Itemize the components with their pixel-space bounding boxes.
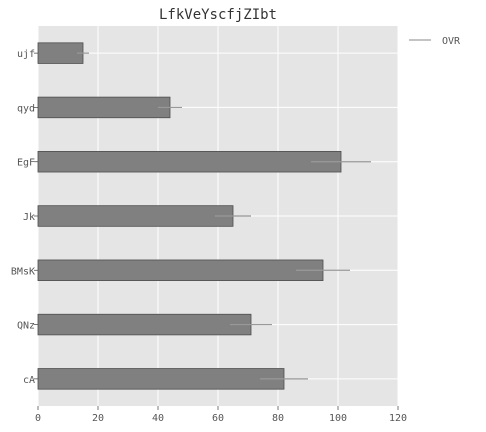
y-tick-label: ujf (17, 49, 35, 60)
y-tick-label: qyd (17, 103, 35, 114)
x-tick-label: 0 (35, 413, 41, 424)
bar-EgF (37, 150, 342, 173)
x-tick-label: 20 (92, 413, 104, 424)
chart-title: LfkVeYscfjZIbt (159, 7, 277, 23)
x-tick-label: 100 (329, 413, 347, 424)
bar-BMsK (37, 259, 324, 282)
legend: OVR (409, 36, 461, 47)
bar-Jk (37, 205, 234, 227)
bars (37, 42, 342, 390)
error-bars (77, 52, 371, 380)
y-tick-label: cA (23, 375, 35, 386)
y-axis-ticks: ujf qyd EgF Jk BMsK QNz cA (11, 49, 38, 386)
y-tick-label: BMsK (11, 266, 35, 277)
x-tick-label: 120 (389, 413, 407, 424)
y-tick-label: EgF (17, 158, 35, 169)
x-tick-label: 40 (152, 413, 164, 424)
x-axis-ticks: 0 20 40 60 80 100 120 (35, 406, 407, 424)
legend-label: OVR (442, 36, 461, 47)
bar-qyd (37, 96, 171, 119)
x-tick-label: 80 (272, 413, 284, 424)
bar-cA (37, 368, 285, 390)
x-tick-label: 60 (212, 413, 224, 424)
y-tick-label: QNz (17, 321, 35, 332)
bar-QNz (37, 313, 252, 336)
y-tick-label: Jk (23, 212, 35, 223)
bar-ujf (37, 42, 84, 64)
